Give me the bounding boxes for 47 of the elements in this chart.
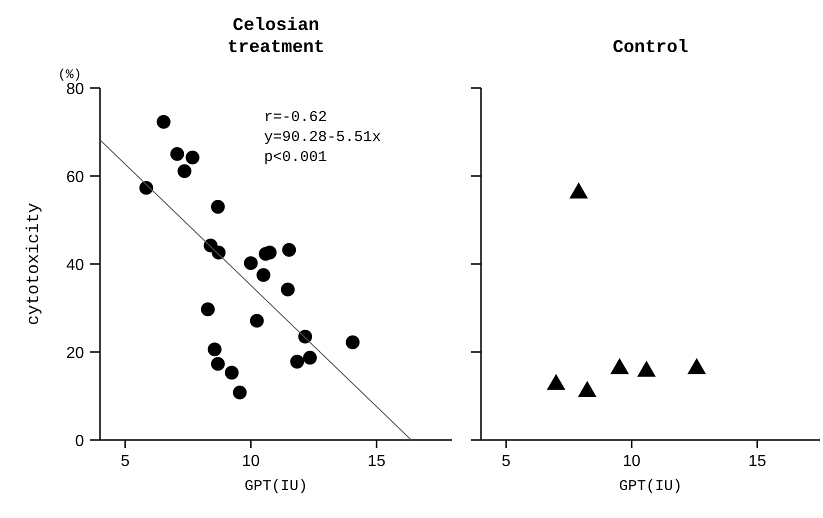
point (212, 246, 226, 260)
point (211, 200, 225, 214)
y-tick-label: 80 (66, 81, 84, 98)
y-tick-label: 60 (66, 169, 84, 186)
y-tick-label: 20 (66, 345, 84, 362)
point (256, 268, 270, 282)
text: (%) (58, 67, 82, 82)
point (208, 342, 222, 356)
x-axis-title: GPT(IU) (618, 478, 682, 495)
point (200, 302, 215, 316)
point (687, 358, 706, 374)
annotation: y=90.28-5.51x (264, 129, 382, 146)
y-axis-title: cytotoxicity (25, 202, 44, 326)
point (224, 366, 239, 380)
point (578, 380, 597, 397)
point (282, 243, 296, 257)
point (303, 350, 317, 365)
point (250, 314, 264, 328)
point (139, 180, 154, 195)
point (280, 282, 295, 296)
x-axis-title: GPT(IU) (244, 478, 308, 495)
point (170, 147, 184, 161)
chart-title: Control (612, 38, 688, 58)
point (637, 360, 656, 377)
x-tick-label: 10 (242, 453, 260, 470)
point (211, 356, 225, 371)
point (290, 354, 304, 369)
annotation: p<0.001 (264, 149, 328, 166)
x-tick-label: 10 (622, 453, 641, 470)
point (346, 335, 360, 350)
point (178, 164, 192, 178)
x-tick-label: 5 (502, 453, 511, 470)
point (569, 182, 588, 199)
point (232, 386, 247, 400)
point (298, 330, 312, 344)
y-tick-label: 0 (75, 433, 84, 450)
point (156, 114, 171, 129)
x-tick-label: 15 (748, 453, 766, 470)
point (244, 256, 258, 270)
chart-title: Celosian treatment (227, 16, 325, 58)
y-tick-label: 40 (66, 257, 84, 274)
point (546, 374, 566, 390)
x-tick-label: 15 (368, 453, 386, 470)
annotation: r=-0.62 (264, 109, 328, 126)
point (186, 150, 200, 164)
x-tick-label: 5 (120, 453, 130, 470)
point (610, 358, 629, 374)
